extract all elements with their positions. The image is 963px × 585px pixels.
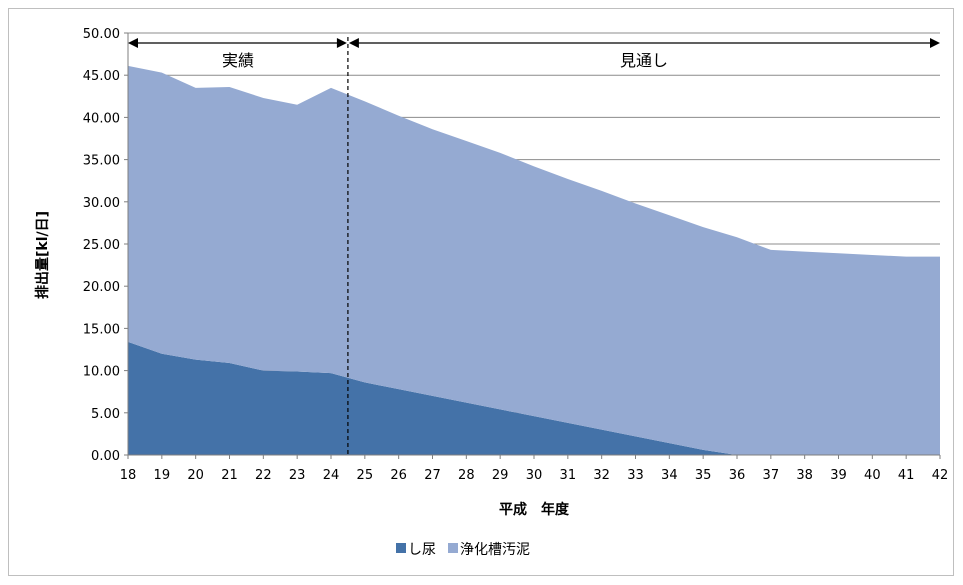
y-tick-labels: 0.00 5.00 10.00 15.00 20.00 25.00 30.00 35.00 40… [83,27,128,464]
x-tick-label: 38 [796,468,813,483]
area-chart: 0.00 5.00 10.00 15.00 20.00 25.00 30.00 35.00 40… [34,27,949,558]
x-tick-label: 41 [898,468,915,483]
projection-arrow-right-head [930,38,940,48]
x-tick-label: 22 [255,468,272,483]
x-tick-label: 32 [593,468,610,483]
x-tick-label: 26 [390,468,407,483]
legend-label-0: し尿 [408,542,436,558]
y-tick-label: 25.00 [83,238,120,253]
actual-label: 実績 [222,51,254,70]
legend-swatch-0 [396,543,406,553]
y-tick-label: 20.00 [83,280,120,295]
y-tick-label: 15.00 [83,322,120,337]
y-tick-label: 50.00 [83,27,120,42]
y-tick-label: 5.00 [91,407,120,422]
area-series [128,65,940,455]
x-tick-label: 28 [458,468,475,483]
y-tick-label: 40.00 [83,111,120,126]
x-tick-label: 37 [763,468,780,483]
x-tick-labels: 18 19 20 21 22 23 24 25 26 27 28 29 30 31 32 33 34 35 36 37… [120,455,949,483]
x-tick-label: 35 [695,468,712,483]
legend: し尿 浄化槽汚泥 [396,542,530,558]
x-tick-label: 34 [661,468,678,483]
actual-arrow-right-head [336,38,347,48]
x-tick-label: 27 [424,468,441,483]
x-tick-label: 29 [492,468,509,483]
y-axis-title: 排出量[kl/日] [34,211,51,299]
area-shinyo [128,341,940,455]
x-tick-label: 21 [221,468,238,483]
area-jokaso-odei [128,65,940,455]
projection-label: 見通し [620,51,668,70]
y-tick-label: 35.00 [83,154,120,169]
chart-frame: 0.00 5.00 10.00 15.00 20.00 25.00 30.00 35.00 40… [8,8,954,576]
x-tick-label: 31 [560,468,577,483]
x-tick-label: 36 [729,468,746,483]
x-tick-label: 33 [627,468,644,483]
x-tick-label: 24 [323,468,340,483]
x-tick-label: 25 [357,468,374,483]
y-tick-label: 45.00 [83,69,120,84]
x-axis-title: 平成 年度 [499,501,570,518]
legend-swatch-1 [448,543,458,553]
actual-arrow-left-head [128,38,138,48]
projection-arrow-left-head [348,38,359,48]
x-tick-label: 18 [120,468,137,483]
x-tick-label: 42 [932,468,949,483]
period-annotations: 実績 見通し [128,37,940,455]
x-tick-label: 20 [187,468,204,483]
x-tick-label: 39 [830,468,847,483]
x-tick-label: 30 [526,468,543,483]
legend-label-1: 浄化槽汚泥 [460,542,530,558]
x-tick-label: 19 [154,468,171,483]
y-tick-label: 0.00 [91,449,120,464]
y-tick-label: 10.00 [83,365,120,380]
x-tick-label: 23 [289,468,306,483]
y-tick-label: 30.00 [83,196,120,211]
x-tick-label: 40 [864,468,881,483]
